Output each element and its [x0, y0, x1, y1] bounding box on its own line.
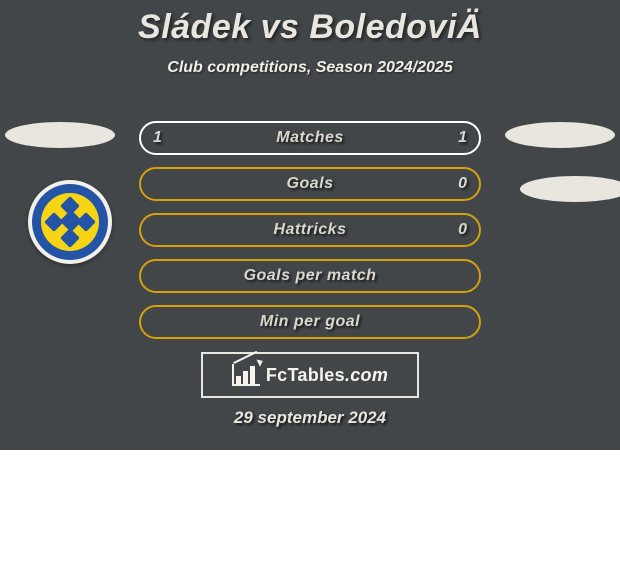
- stat-label: Min per goal: [260, 313, 360, 331]
- stat-label: Goals: [287, 175, 334, 193]
- stat-value-right: 0: [458, 175, 467, 193]
- stat-bar: Hattricks 0: [139, 213, 481, 247]
- date-text: 29 september 2024: [0, 408, 620, 428]
- player-badge-left-placeholder: [5, 122, 115, 148]
- club-badge-right-placeholder: [520, 176, 620, 202]
- stat-value-right: 1: [458, 129, 467, 147]
- chart-icon: [232, 364, 260, 386]
- stat-value-left: 1: [153, 129, 162, 147]
- stat-bar: Min per goal: [139, 305, 481, 339]
- stats-card: Sládek vs BoledoviÄ Club competitions, S…: [0, 0, 620, 450]
- site-logo: FcTables.com: [201, 352, 419, 398]
- page-title: Sládek vs BoledoviÄ: [0, 0, 620, 47]
- stat-bar: Goals per match: [139, 259, 481, 293]
- logo-text: FcTables.com: [266, 365, 388, 386]
- stat-label: Goals per match: [244, 267, 377, 285]
- stat-bar: Goals 0: [139, 167, 481, 201]
- club-badge-left: [28, 180, 112, 264]
- stat-bar: Matches 1 1: [139, 121, 481, 155]
- subtitle: Club competitions, Season 2024/2025: [0, 59, 620, 77]
- stat-value-right: 0: [458, 221, 467, 239]
- stat-label: Matches: [276, 129, 344, 147]
- player-badge-right-placeholder: [505, 122, 615, 148]
- stat-label: Hattricks: [274, 221, 347, 239]
